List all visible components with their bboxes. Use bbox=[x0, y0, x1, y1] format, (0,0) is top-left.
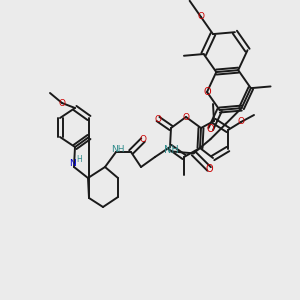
Text: O: O bbox=[58, 98, 65, 107]
Text: H: H bbox=[76, 154, 82, 164]
Text: O: O bbox=[205, 164, 213, 174]
Text: O: O bbox=[238, 118, 244, 127]
Text: O: O bbox=[197, 13, 205, 22]
Text: N: N bbox=[69, 160, 75, 169]
Text: NH: NH bbox=[111, 146, 125, 154]
Text: NH: NH bbox=[164, 146, 179, 155]
Text: O: O bbox=[140, 136, 146, 145]
Text: O: O bbox=[203, 87, 211, 97]
Text: O: O bbox=[207, 124, 214, 134]
Text: O: O bbox=[154, 115, 161, 124]
Text: O: O bbox=[182, 112, 190, 122]
